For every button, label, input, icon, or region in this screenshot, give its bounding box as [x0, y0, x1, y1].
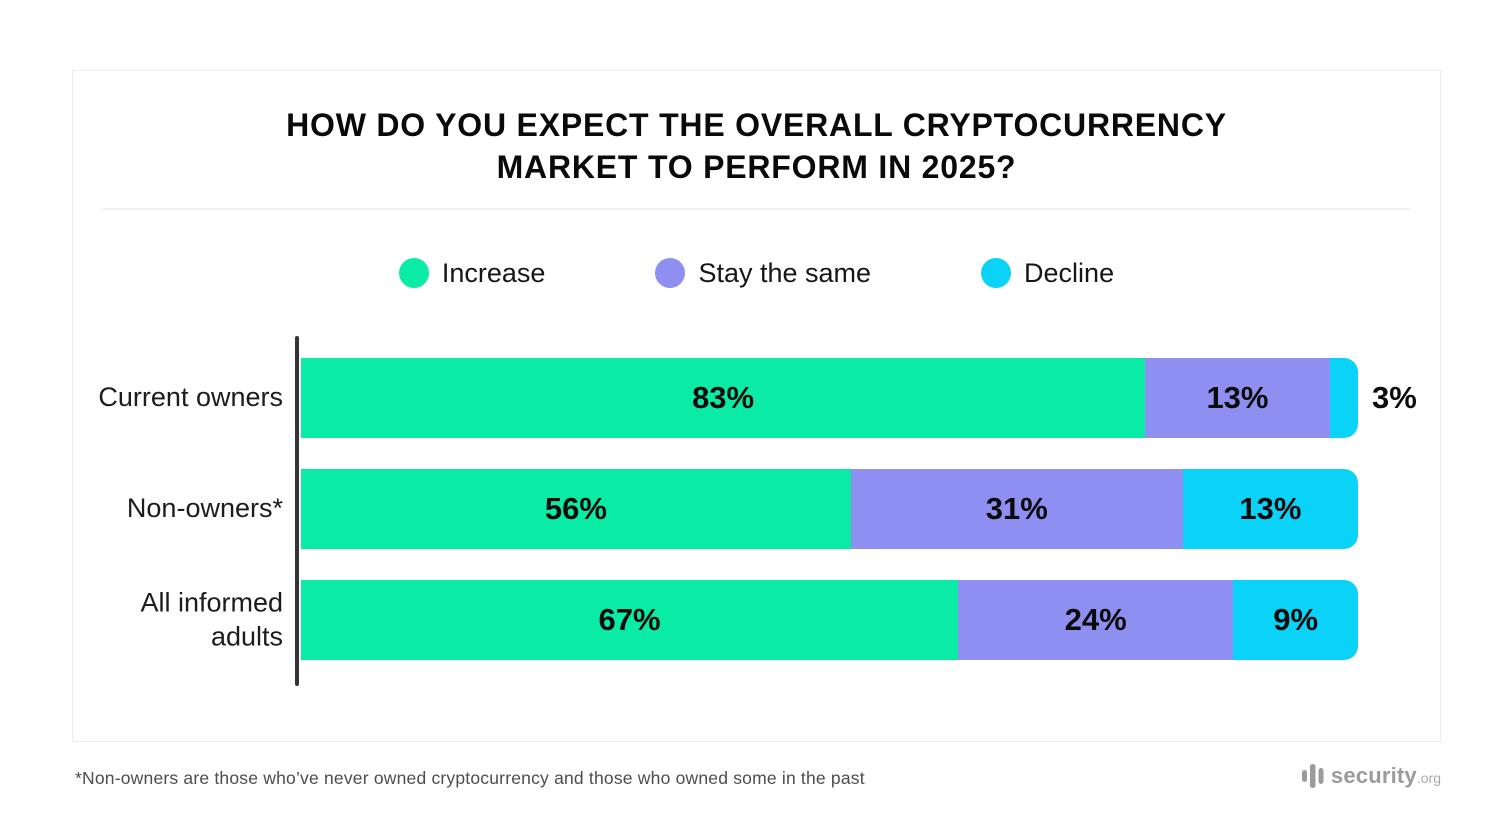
- bar-all-informed-adults: 67% 24% 9%: [301, 580, 1358, 660]
- bar-segment-all-informed-adults-increase: 67%: [301, 580, 959, 660]
- legend: Increase Stay the same Decline: [73, 254, 1440, 292]
- bar-segment-current-owners-decline: [1329, 358, 1358, 438]
- stacked-bar-chart: Current owners 83% 13% 3% Non-owners* 56% 31% 1…: [73, 336, 1440, 686]
- chart-row-all-informed-adults: All informed adults 67% 24% 9%: [73, 580, 1440, 660]
- chart-title-line-1: HOW DO YOU EXPECT THE OVERALL CRYPTOCURR…: [286, 107, 1227, 143]
- bar-segment-all-informed-adults-decline: 9%: [1233, 580, 1358, 660]
- legend-swatch-increase: [398, 258, 429, 288]
- logo-name: security: [1330, 763, 1417, 788]
- category-label-current-owners: Current owners: [98, 382, 283, 413]
- equalizer-bars-icon: [1301, 764, 1324, 788]
- chart-title: HOW DO YOU EXPECT THE OVERALL CRYPTOCURR…: [182, 104, 1332, 188]
- title-divider: [103, 208, 1410, 210]
- legend-item-decline: Decline: [981, 258, 1114, 289]
- bar-segment-non-owners-stay-the-same: 31%: [850, 469, 1183, 549]
- logo-tld: .org: [1416, 770, 1441, 786]
- bar-value-all-informed-adults-increase: 67%: [598, 602, 661, 637]
- legend-swatch-decline: [981, 258, 1012, 288]
- bar-value-current-owners-increase: 83%: [692, 380, 755, 415]
- security-org-logo: security .org: [1301, 763, 1441, 789]
- legend-item-stay-the-same: Stay the same: [655, 258, 871, 289]
- bar-value-current-owners-stay-the-same: 13%: [1206, 380, 1269, 415]
- logo-wordmark: security .org: [1331, 763, 1441, 789]
- chart-row-current-owners: Current owners 83% 13% 3%: [73, 358, 1440, 438]
- bar-segment-current-owners-stay-the-same: 13%: [1145, 358, 1330, 438]
- chart-title-line-2: MARKET TO PERFORM IN 2025?: [496, 149, 1017, 186]
- bar-value-non-owners-decline: 13%: [1239, 491, 1302, 526]
- chart-row-non-owners: Non-owners* 56% 31% 13%: [73, 469, 1440, 549]
- bar-segment-current-owners-increase: 83%: [301, 358, 1146, 438]
- category-label-all-informed-adults: All informed adults: [140, 587, 283, 651]
- chart-card: HOW DO YOU EXPECT THE OVERALL CRYPTOCURR…: [72, 70, 1441, 742]
- bar-value-current-owners-decline: 3%: [1372, 380, 1417, 415]
- y-axis-line: [295, 336, 299, 686]
- legend-label-decline: Decline: [1024, 257, 1115, 288]
- bar-current-owners: 83% 13% 3%: [301, 358, 1417, 438]
- bar-value-non-owners-stay-the-same: 31%: [985, 491, 1048, 526]
- footnote: *Non-owners are those who’ve never owned…: [75, 768, 865, 788]
- bar-segment-non-owners-decline: 13%: [1182, 469, 1359, 549]
- legend-label-stay-the-same: Stay the same: [698, 257, 872, 288]
- legend-item-increase: Increase: [398, 257, 546, 289]
- bar-value-all-informed-adults-stay-the-same: 24%: [1064, 602, 1127, 637]
- bar-non-owners: 56% 31% 13%: [301, 469, 1359, 549]
- bar-value-non-owners-increase: 56%: [544, 491, 607, 526]
- bar-segment-non-owners-increase: 56%: [301, 469, 851, 549]
- legend-swatch-stay-the-same: [655, 258, 686, 288]
- bar-value-all-informed-adults-decline: 9%: [1273, 602, 1319, 637]
- category-label-non-owners: Non-owners*: [126, 493, 283, 524]
- bar-segment-all-informed-adults-stay-the-same: 24%: [958, 580, 1234, 660]
- legend-label-increase: Increase: [441, 257, 546, 288]
